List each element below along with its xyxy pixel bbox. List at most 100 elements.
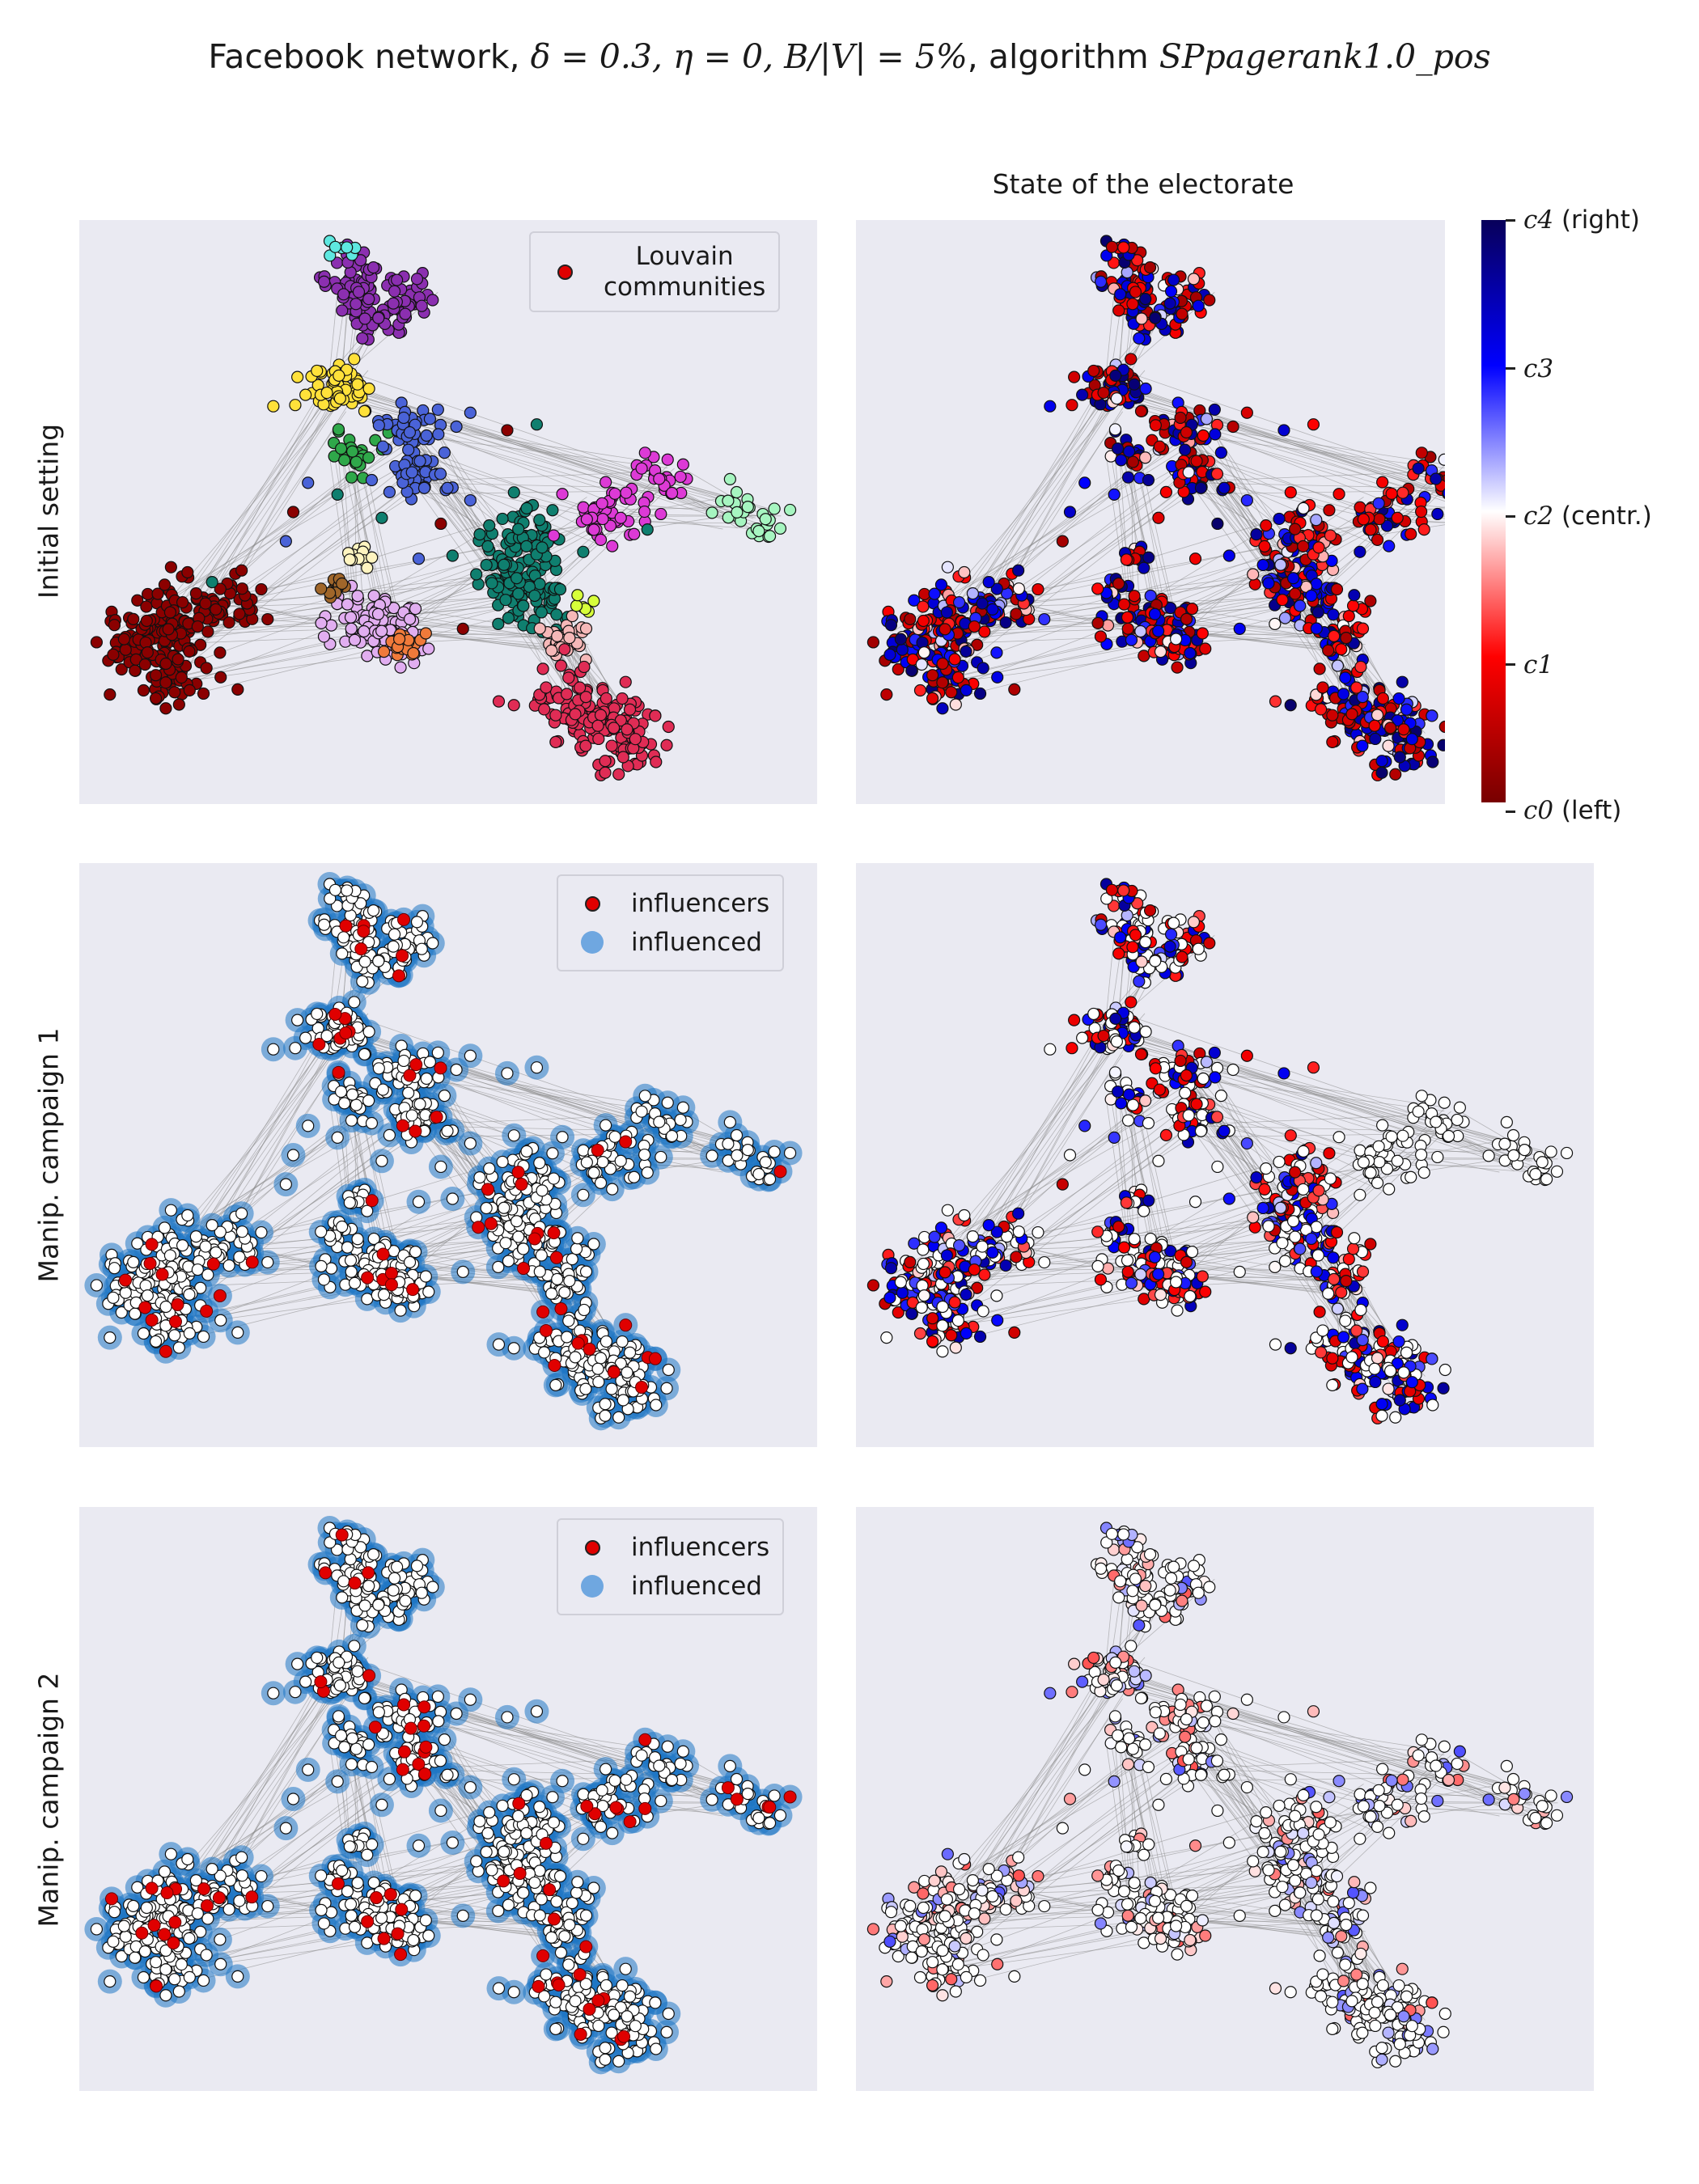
network-node xyxy=(605,739,618,752)
network-node xyxy=(255,1225,268,1239)
network-node xyxy=(483,519,496,532)
network-node xyxy=(608,1130,621,1143)
network-node xyxy=(676,458,689,471)
network-node xyxy=(431,1046,444,1060)
network-node xyxy=(1125,353,1138,366)
network-node xyxy=(392,633,406,645)
network-node xyxy=(1392,692,1405,705)
network-node xyxy=(1383,722,1397,734)
network-node xyxy=(883,648,896,661)
network-node xyxy=(1008,683,1021,696)
network-edge xyxy=(623,515,782,517)
network-node xyxy=(600,476,612,489)
network-node xyxy=(1148,607,1162,620)
network-node xyxy=(510,572,523,585)
network-node xyxy=(311,1007,324,1021)
network-node xyxy=(267,1043,280,1056)
network-edge xyxy=(162,477,421,674)
network-node xyxy=(200,662,213,675)
network-node xyxy=(1208,403,1221,417)
network-node xyxy=(723,472,736,485)
network-node xyxy=(159,702,172,715)
panel-campaign-1: influencers influenced xyxy=(79,863,817,1447)
network-node xyxy=(1010,607,1023,620)
network-node xyxy=(1180,612,1193,625)
network-node xyxy=(1149,419,1162,432)
network-node xyxy=(926,669,939,682)
network-node xyxy=(480,1201,493,1215)
network-edge xyxy=(1201,428,1408,510)
network-node xyxy=(600,1119,612,1132)
network-node xyxy=(140,614,153,628)
network-node xyxy=(1323,504,1336,517)
network-edge xyxy=(1195,465,1374,516)
network-node xyxy=(345,445,359,458)
network-node xyxy=(547,529,561,542)
network-node xyxy=(367,589,380,603)
network-node xyxy=(1430,472,1443,485)
network-node xyxy=(492,617,505,631)
network-node xyxy=(127,1255,140,1268)
network-node xyxy=(1364,595,1377,607)
network-node xyxy=(1382,739,1395,752)
network-node xyxy=(175,671,188,684)
network-node xyxy=(536,1184,549,1197)
network-node xyxy=(367,1232,380,1246)
network-node xyxy=(607,722,621,734)
network-node xyxy=(441,1124,454,1137)
network-node xyxy=(139,1279,152,1293)
network-node xyxy=(1339,671,1352,684)
network-node xyxy=(1335,643,1348,656)
network-node xyxy=(409,603,422,616)
network-node xyxy=(402,1086,415,1099)
network-node xyxy=(336,1220,349,1234)
network-node xyxy=(1117,241,1130,254)
network-node xyxy=(1153,440,1166,453)
network-node xyxy=(1357,513,1370,526)
network-node xyxy=(172,1341,185,1354)
network-node xyxy=(731,1149,744,1162)
network-node xyxy=(473,1170,486,1184)
network-node xyxy=(1056,535,1069,548)
network-node xyxy=(1227,420,1239,434)
network-node xyxy=(612,768,625,781)
network-node xyxy=(917,645,930,659)
network-node xyxy=(1218,481,1231,494)
network-node xyxy=(587,523,600,536)
network-node xyxy=(492,695,506,708)
network-node xyxy=(1437,739,1445,751)
network-edge xyxy=(549,473,684,603)
network-node xyxy=(362,382,375,396)
network-node xyxy=(579,622,593,635)
network-node xyxy=(510,1215,523,1228)
network-node xyxy=(578,660,591,674)
network-node xyxy=(1044,400,1057,413)
network-node xyxy=(1139,382,1152,396)
network-node xyxy=(1393,751,1406,764)
network-node xyxy=(1199,642,1212,655)
network-node xyxy=(628,527,641,540)
network-edge xyxy=(181,654,387,683)
network-node xyxy=(362,293,375,306)
network-node xyxy=(1348,589,1361,602)
network-node xyxy=(1333,488,1345,501)
network-node xyxy=(1442,488,1445,498)
network-node xyxy=(149,1335,163,1348)
network-node xyxy=(655,1150,667,1164)
network-node xyxy=(936,702,949,715)
network-node xyxy=(1326,709,1339,722)
network-node xyxy=(577,1144,590,1157)
network-node xyxy=(372,419,385,432)
network-node xyxy=(410,916,424,929)
network-node xyxy=(348,353,361,366)
network-node xyxy=(317,630,331,643)
network-node xyxy=(660,739,673,751)
network-node xyxy=(1356,622,1370,635)
network-node xyxy=(1273,512,1286,526)
network-node xyxy=(579,691,592,704)
network-node xyxy=(913,684,927,697)
network-node xyxy=(1337,688,1350,700)
network-node xyxy=(547,1172,561,1185)
network-node xyxy=(1438,453,1445,466)
network-node xyxy=(512,1230,525,1243)
